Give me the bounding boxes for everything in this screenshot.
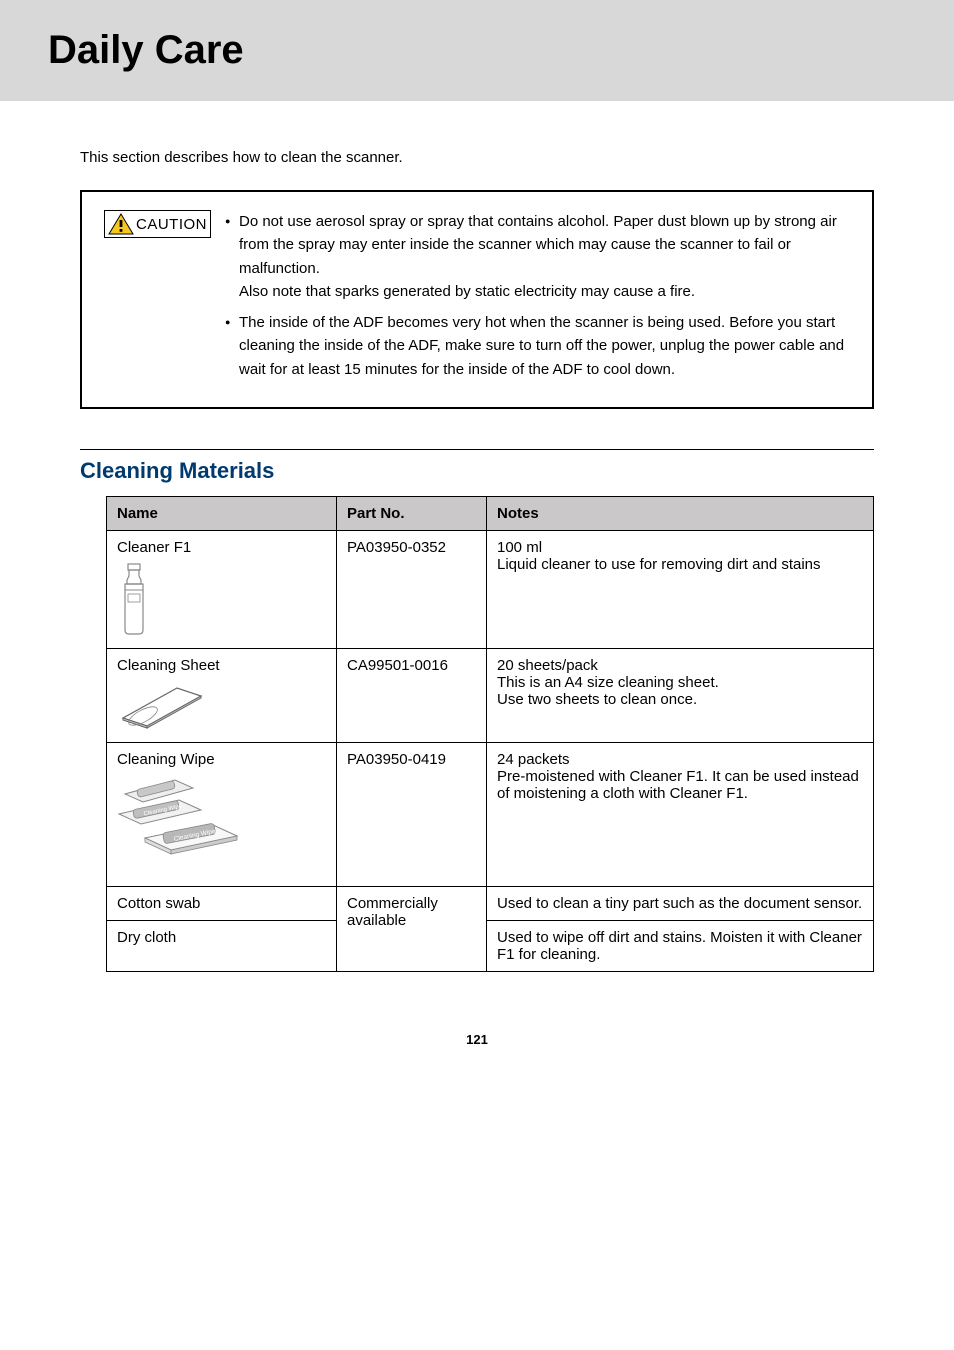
caution-badge-label: CAUTION [136,216,207,233]
cell-part: Commercially available [337,886,487,971]
cell-name: Cleaning Sheet [117,657,220,674]
content-area: This section describes how to clean the … [0,101,954,1087]
caution-box: CAUTION Do not use aerosol spray or spra… [80,190,874,409]
page-number: 121 [80,1032,874,1047]
table-row: Cleaner F1 PA03950-0352 100 ml Liquid cl… [107,530,874,648]
table-row: Cotton swab Commercially available Used … [107,886,874,920]
page-title: Daily Care [48,28,954,73]
cell-part: PA03950-0352 [337,530,487,648]
cell-name: Cleaner F1 [117,539,191,556]
cell-name: Dry cloth [107,920,337,971]
cleaning-wipe-icon: Cleaning Wipe Cleaning Wipe [117,774,326,878]
table-row: Cleaning Sheet CA99501-0016 20 sheets/pa… [107,648,874,742]
cell-notes: 100 ml Liquid cleaner to use for removin… [487,530,874,648]
cell-notes: Used to wipe off dirt and stains. Moiste… [487,920,874,971]
table-header-name: Name [107,496,337,530]
caution-item: Do not use aerosol spray or spray that c… [225,210,850,303]
section-title: Cleaning Materials [80,449,874,484]
cleaning-sheet-icon [117,680,326,734]
caution-badge: CAUTION [104,210,211,238]
table-row: Cleaning Wipe Cleaning Wipe [107,742,874,886]
table-row: Dry cloth Used to wipe off dirt and stai… [107,920,874,971]
caution-text: Do not use aerosol spray or spray that c… [225,210,850,389]
table-header-notes: Notes [487,496,874,530]
cell-notes: 24 packets Pre-moistened with Cleaner F1… [487,742,874,886]
cell-name: Cotton swab [107,886,337,920]
cell-notes: Used to clean a tiny part such as the do… [487,886,874,920]
intro-text: This section describes how to clean the … [80,149,874,166]
cell-name: Cleaning Wipe [117,751,215,768]
cell-part: CA99501-0016 [337,648,487,742]
page-header: Daily Care [0,0,954,101]
cleaning-materials-table: Name Part No. Notes Cleaner F1 [106,496,874,972]
caution-item: The inside of the ADF becomes very hot w… [225,311,850,381]
cell-part: PA03950-0419 [337,742,487,886]
table-header-part: Part No. [337,496,487,530]
cleaner-f1-icon [117,562,326,640]
warning-triangle-icon [108,213,134,235]
cell-notes: 20 sheets/pack This is an A4 size cleani… [487,648,874,742]
